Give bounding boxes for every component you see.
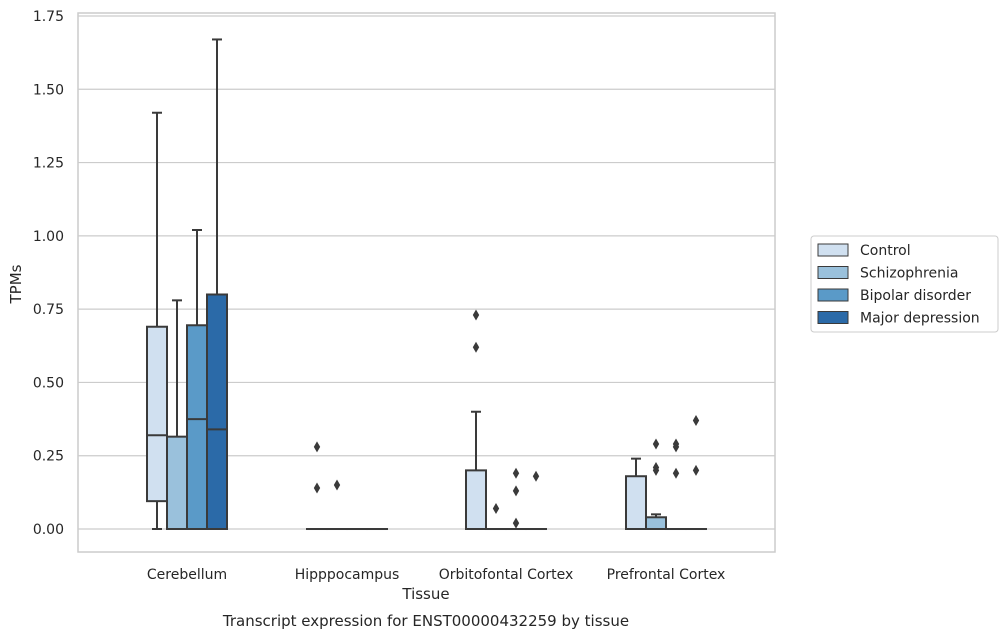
legend-item: Schizophrenia <box>817 266 958 282</box>
y-tick-label: 0.25 <box>33 449 64 465</box>
y-tick-label: 0.00 <box>33 522 64 538</box>
outlier-point <box>672 438 680 450</box>
outlier-point <box>672 467 680 479</box>
legend-label: Bipolar disorder <box>860 288 971 304</box>
legend-frame <box>810 235 999 333</box>
outlier-point <box>512 517 520 529</box>
box-major-depression <box>685 415 707 531</box>
y-tick-label: 1.75 <box>33 9 64 25</box>
outlier-point <box>652 438 660 450</box>
box-body <box>645 516 667 531</box>
x-tick-label: Prefrontal Cortex <box>607 567 726 583</box>
box-major-depression <box>206 38 228 530</box>
x-axis-label: Tissue <box>401 585 449 603</box>
outlier-point <box>512 467 520 479</box>
box-body <box>206 293 228 530</box>
x-tick-labels: Cerebellum Hipppocampus Orbitofontal Corte… <box>147 567 725 583</box>
box-control <box>465 309 487 530</box>
legend: Control Schizophrenia Bipolar disorder Majo… <box>810 235 999 333</box>
outlier-point <box>313 482 321 494</box>
outlier-point <box>313 441 321 453</box>
y-tick-labels: 0.00 0.25 0.50 0.75 1.00 1.25 1.50 1.75 <box>33 9 64 538</box>
legend-label: Control <box>860 243 911 259</box>
box-schizophrenia <box>645 438 667 531</box>
legend-item: Major depression <box>817 311 980 327</box>
x-tick-label: Hipppocampus <box>295 567 400 583</box>
outlier-point <box>472 341 480 353</box>
x-tick-label: Cerebellum <box>147 567 227 583</box>
legend-item: Bipolar disorder <box>817 288 971 304</box>
chart-caption: Transcript expression for ENST0000043225… <box>222 612 629 630</box>
y-axis-label: TPMs <box>7 264 25 304</box>
box-control <box>625 457 647 530</box>
box-control <box>146 111 168 530</box>
outlier-point <box>512 485 520 497</box>
legend-swatch <box>817 243 849 257</box>
box-body <box>465 469 487 530</box>
x-tick-label: Orbitofontal Cortex <box>439 567 574 583</box>
box-bipolar-disorder <box>505 467 527 531</box>
box-body <box>625 475 647 530</box>
outlier-point <box>492 502 500 514</box>
box-series <box>146 38 707 531</box>
legend-swatch <box>817 266 849 279</box>
y-tick-label: 0.50 <box>33 375 64 391</box>
y-tick-label: 1.00 <box>33 229 64 245</box>
box-body <box>146 325 168 503</box>
outlier-point <box>532 470 540 482</box>
y-tick-label: 0.75 <box>33 302 64 318</box>
outlier-point <box>692 415 700 427</box>
legend-swatch <box>817 288 849 302</box>
y-tick-label: 1.50 <box>33 82 64 98</box>
legend-swatch <box>817 311 849 324</box>
outlier-point <box>652 461 660 473</box>
outlier-point <box>692 464 700 476</box>
legend-label: Major depression <box>860 311 980 327</box>
box-body <box>186 324 208 530</box>
legend-label: Schizophrenia <box>860 266 958 282</box>
legend-item: Control <box>817 243 911 259</box>
box-major-depression <box>525 470 547 531</box>
outlier-point <box>333 479 341 491</box>
y-tick-label: 1.25 <box>33 156 64 172</box>
plot-frame <box>77 12 776 553</box>
outlier-point <box>472 309 480 321</box>
box-body <box>166 435 188 530</box>
